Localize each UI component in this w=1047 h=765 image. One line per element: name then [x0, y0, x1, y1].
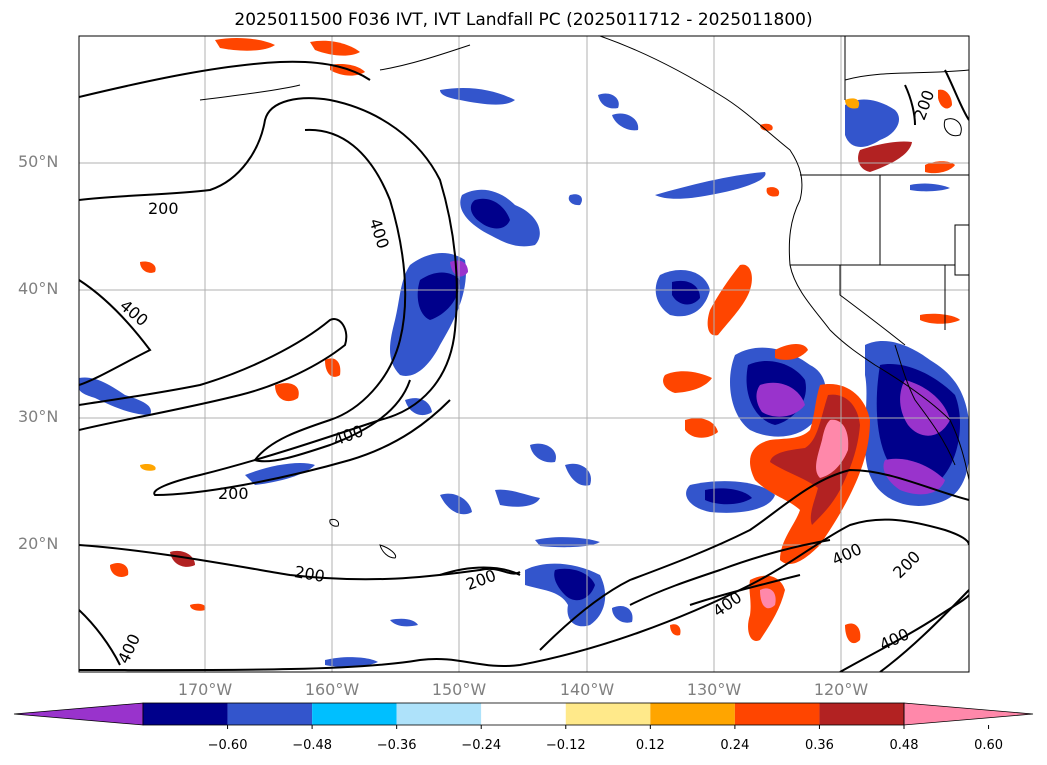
map-frame	[78, 35, 970, 673]
lon-label-150w: 150°W	[431, 680, 487, 699]
colorbar-segment	[734, 703, 820, 725]
colorbar-segment	[227, 703, 313, 725]
map-title: 2025011500 F036 IVT, IVT Landfall PC (20…	[234, 10, 813, 30]
contour-label: 200	[148, 199, 179, 218]
graticule	[79, 36, 969, 672]
colorbar-tick-label: 0.36	[804, 738, 834, 753]
colorbar-segment	[143, 703, 228, 725]
colorbar-extend-max	[903, 702, 1034, 726]
colorbar-segment	[650, 703, 735, 725]
lat-label-50n: 50°N	[18, 152, 59, 171]
colorbar-tick-label: 0.60	[974, 738, 1004, 753]
colorbar-segment	[819, 703, 904, 725]
colorbar-tick-label: −0.12	[545, 738, 586, 753]
lon-label-170w: 170°W	[177, 680, 233, 699]
colorbar-tick-label: −0.36	[376, 738, 417, 753]
lon-label-160w: 160°W	[304, 680, 360, 699]
colorbar-segment	[312, 703, 397, 725]
colorbar-tick-label: −0.60	[207, 738, 248, 753]
colorbar-outline	[142, 702, 905, 726]
lon-label-140w: 140°W	[559, 680, 615, 699]
colorbar-tick-label: −0.48	[292, 738, 333, 753]
coastlines	[199, 36, 969, 559]
colorbar-segment	[481, 703, 566, 725]
colorbar-tick-label: 0.24	[720, 738, 750, 753]
colorbar-extend-min	[13, 702, 144, 726]
ivt-shading	[79, 37, 969, 667]
ivt-contours	[79, 60, 969, 672]
lon-label-120w: 120°W	[813, 680, 869, 699]
colorbar-tick-label: −0.24	[461, 738, 502, 753]
lon-label-130w: 130°W	[686, 680, 742, 699]
lat-label-30n: 30°N	[18, 407, 59, 426]
lat-label-40n: 40°N	[18, 279, 59, 298]
contour-label: 200	[218, 484, 249, 503]
colorbar-segment	[396, 703, 482, 725]
colorbar-tick-label: 0.48	[889, 738, 919, 753]
colorbar-tick-label: 0.12	[635, 738, 665, 753]
colorbar-segment	[565, 703, 651, 725]
lat-label-20n: 20°N	[18, 534, 59, 553]
